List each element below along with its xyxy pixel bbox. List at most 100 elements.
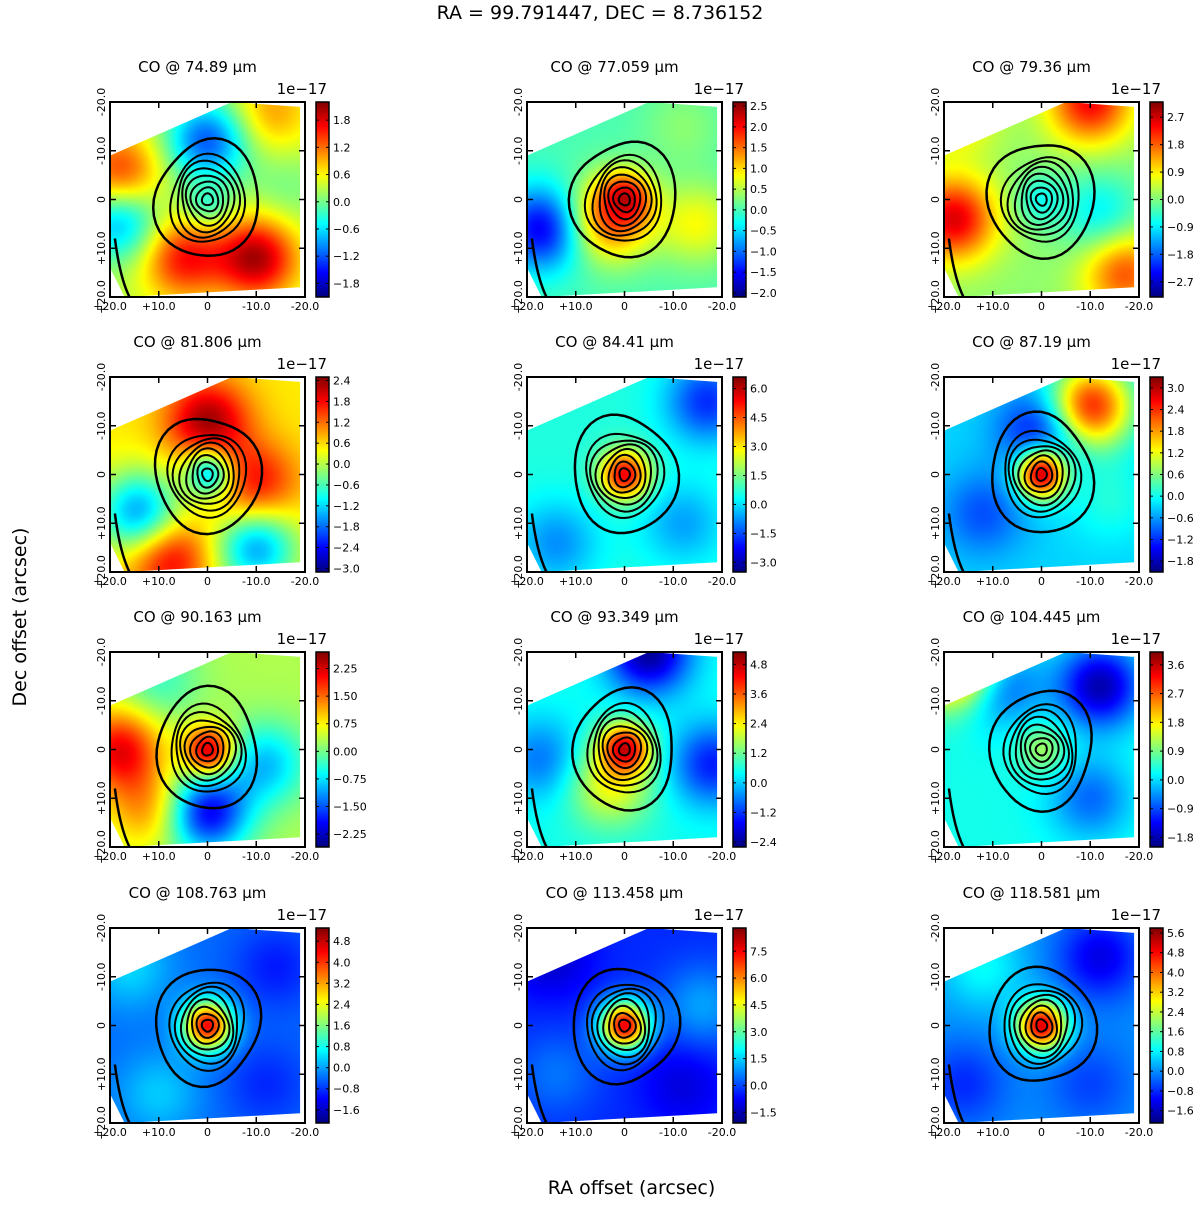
contour-line [1020, 172, 1065, 227]
x-tick-label: -10.0 [659, 850, 687, 863]
x-tick-label: -20.0 [1125, 850, 1153, 863]
y-tick-label: -10.0 [512, 412, 525, 440]
heatmap-image [110, 377, 301, 572]
x-tick-label: 0 [621, 1126, 628, 1139]
y-tick-label: 0 [929, 196, 942, 203]
contour-line [999, 156, 1080, 243]
x-tick-label: -20.0 [708, 575, 736, 588]
x-tick-label: +20.0 [510, 575, 544, 588]
contour-line [113, 1064, 131, 1124]
y-tick-label: -10.0 [929, 412, 942, 440]
x-tick-label: +20.0 [510, 300, 544, 313]
colorbar-tick-label: 0.0 [750, 777, 768, 790]
y-tick-label: +10.0 [95, 506, 108, 540]
y-tick-label: -20.0 [929, 363, 942, 391]
colorbar-tick-label: −0.8 [1167, 1085, 1194, 1098]
contour-line [183, 725, 231, 776]
colorbar-tick-label: −1.8 [333, 277, 360, 290]
contour-line [607, 453, 642, 494]
panel-title: CO @ 118.581 μm [963, 884, 1101, 902]
panel-title: CO @ 104.445 μm [963, 608, 1101, 626]
colorbar [732, 927, 747, 1124]
x-tick-label: +10.0 [976, 575, 1010, 588]
colorbar-scale-label: 1e−17 [1111, 630, 1161, 648]
x-tick-label: +10.0 [976, 850, 1010, 863]
heatmap-panel-6: CO @ 87.19 μm 1e−17 +20.0 +10.0 0 -10.0 -20.0 -… [927, 333, 1194, 589]
x-tick-label: +10.0 [142, 300, 176, 313]
y-tick-label: +10.0 [929, 231, 942, 265]
colorbar [1149, 651, 1164, 848]
x-tick-label: -10.0 [1076, 850, 1104, 863]
colorbar-tick-label: 3.0 [1167, 382, 1185, 395]
colorbar-tick-label: 1.8 [1167, 716, 1185, 729]
colorbar-tick-label: 3.6 [1167, 659, 1185, 672]
x-tick-label: 0 [204, 1126, 211, 1139]
contour-line [618, 1018, 632, 1033]
colorbar-tick-label: −2.0 [750, 287, 777, 300]
colorbar [315, 376, 330, 573]
contour-line [988, 965, 1099, 1082]
colorbar-tick-label: 0.8 [333, 1041, 351, 1054]
contour-line [530, 788, 548, 848]
colorbar-tick-label: −1.8 [1167, 248, 1194, 261]
x-tick-label: 0 [621, 300, 628, 313]
contour-line [530, 513, 548, 573]
colorbar-tick-label: 0.6 [1167, 469, 1185, 482]
contour-line [1024, 1004, 1059, 1045]
colorbar-tick-label: 0.0 [1167, 490, 1185, 503]
y-tick-label: 0 [512, 196, 525, 203]
contour-line [1008, 708, 1074, 788]
contour-line [178, 441, 235, 505]
x-tick-label: +10.0 [559, 850, 593, 863]
contour-line [613, 460, 637, 489]
y-tick-label: +10.0 [95, 231, 108, 265]
y-tick-label: 0 [95, 196, 108, 203]
heatmap-panel-9: CO @ 104.445 μm 1e−17 +20.0 +10.0 0 -10.0 -20.… [927, 608, 1194, 864]
contour-line [200, 192, 215, 207]
colorbar-scale-label: 1e−17 [1111, 80, 1161, 98]
contour-line [1014, 715, 1071, 781]
x-tick-label: 0 [1038, 1126, 1045, 1139]
contour-line [600, 447, 647, 500]
y-tick-label: -10.0 [95, 963, 108, 991]
colorbar-tick-label: −1.2 [1167, 534, 1194, 547]
heatmap-image [110, 102, 301, 297]
contour-line [572, 967, 682, 1086]
heatmap-panel-10: CO @ 108.763 μm 1e−17 +20.0 +10.0 0 -10.0 -20.… [93, 884, 360, 1140]
y-tick-label: +10.0 [512, 231, 525, 265]
contour-line [1003, 983, 1084, 1070]
y-tick-label: 0 [95, 746, 108, 753]
colorbar-tick-label: 3.2 [1167, 986, 1185, 999]
contour-line [189, 180, 224, 220]
contour-group [572, 967, 682, 1086]
y-tick-label: 0 [929, 746, 942, 753]
x-tick-label: +10.0 [976, 300, 1010, 313]
colorbar-tick-label: 2.4 [750, 718, 768, 731]
colorbar-tick-label: −0.6 [333, 223, 360, 236]
y-tick-label: +10.0 [929, 781, 942, 815]
contour-line [196, 460, 220, 489]
colorbar-tick-label: −0.9 [1167, 221, 1194, 234]
contour-line [1024, 731, 1060, 770]
contour-line [189, 730, 225, 769]
colorbar-tick-label: 2.4 [333, 998, 351, 1011]
x-tick-label: +20.0 [93, 850, 127, 863]
heatmap-image [110, 928, 301, 1123]
x-tick-label: -10.0 [659, 575, 687, 588]
contour-group [985, 144, 1096, 260]
colorbar-tick-label: 2.7 [1167, 688, 1185, 701]
colorbar-tick-label: 1.2 [750, 747, 768, 760]
colorbar-tick-label: 0.0 [333, 196, 351, 209]
y-tick-label: -10.0 [512, 963, 525, 991]
y-tick-label: +20.0 [512, 280, 525, 314]
colorbar-tick-label: 0.8 [1167, 1045, 1185, 1058]
heatmap-image [527, 377, 718, 572]
y-tick-label: 0 [95, 471, 108, 478]
colorbar-scale-label: 1e−17 [1111, 906, 1161, 924]
x-tick-label: -10.0 [659, 1126, 687, 1139]
x-tick-label: -10.0 [242, 300, 270, 313]
contour-line [592, 709, 659, 787]
colorbar-tick-label: 1.5 [750, 469, 768, 482]
contour-line [1011, 445, 1071, 507]
contour-line [567, 140, 677, 259]
